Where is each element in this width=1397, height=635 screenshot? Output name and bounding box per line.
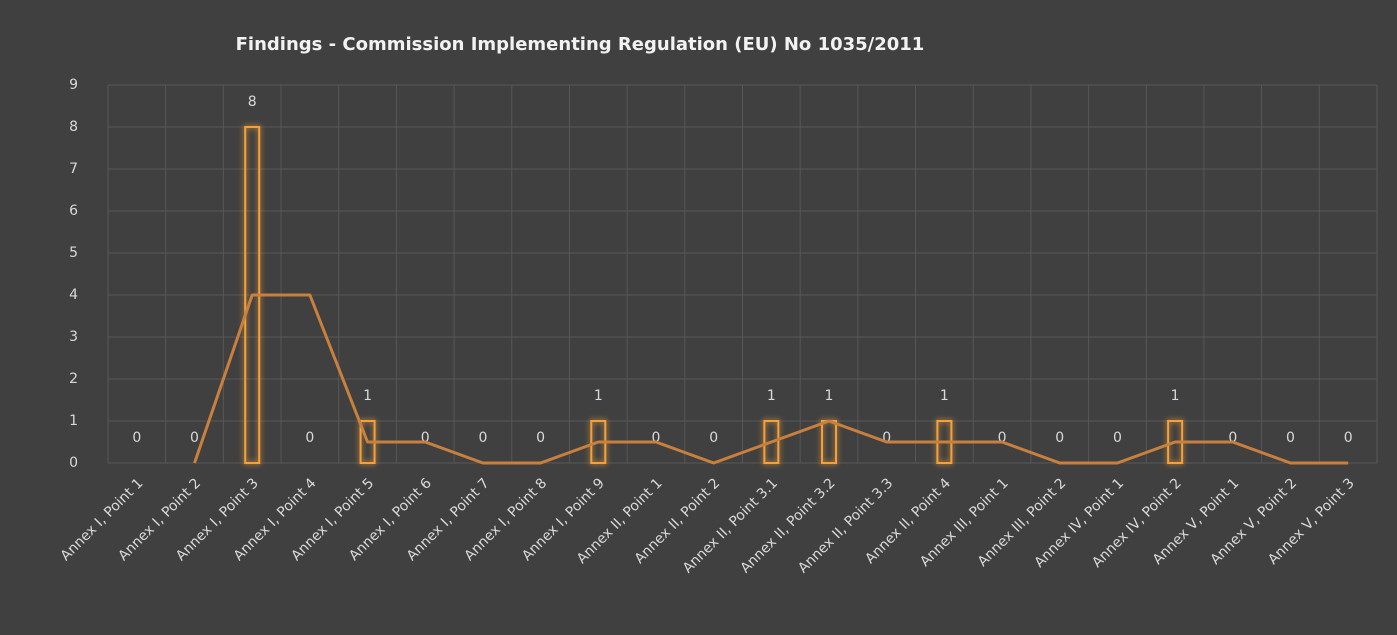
data-label: 1 bbox=[940, 388, 949, 404]
data-label: 1 bbox=[594, 388, 603, 404]
data-label: 0 bbox=[536, 430, 545, 446]
data-label: 8 bbox=[248, 94, 257, 110]
chart-title: Findings - Commission Implementing Regul… bbox=[236, 34, 925, 55]
y-tick-label: 2 bbox=[69, 371, 78, 387]
data-label: 0 bbox=[190, 430, 199, 446]
data-label: 0 bbox=[421, 430, 430, 446]
data-label: 0 bbox=[652, 430, 661, 446]
data-label: 0 bbox=[709, 430, 718, 446]
data-label: 0 bbox=[1286, 430, 1295, 446]
data-label: 0 bbox=[1055, 430, 1064, 446]
line bbox=[193, 293, 1349, 465]
y-tick-label: 8 bbox=[69, 119, 78, 135]
data-label: 0 bbox=[1113, 430, 1122, 446]
y-tick-label: 4 bbox=[69, 287, 78, 303]
y-tick-label: 3 bbox=[69, 329, 78, 345]
data-label: 1 bbox=[767, 388, 776, 404]
data-label: 0 bbox=[305, 430, 314, 446]
y-tick-label: 0 bbox=[69, 455, 78, 471]
y-tick-label: 1 bbox=[69, 413, 78, 429]
data-label: 0 bbox=[1344, 430, 1353, 446]
data-label: 1 bbox=[825, 388, 834, 404]
data-label: 0 bbox=[132, 430, 141, 446]
data-label: 1 bbox=[363, 388, 372, 404]
data-label: 0 bbox=[1228, 430, 1237, 446]
data-label: 1 bbox=[1171, 388, 1180, 404]
bar bbox=[763, 420, 780, 464]
y-tick-label: 7 bbox=[69, 161, 78, 177]
data-label: 0 bbox=[998, 430, 1007, 446]
y-tick-label: 6 bbox=[69, 203, 78, 219]
y-tick-label: 9 bbox=[69, 77, 78, 93]
data-label: 0 bbox=[478, 430, 487, 446]
y-tick-label: 5 bbox=[69, 245, 78, 261]
data-label: 0 bbox=[882, 430, 891, 446]
